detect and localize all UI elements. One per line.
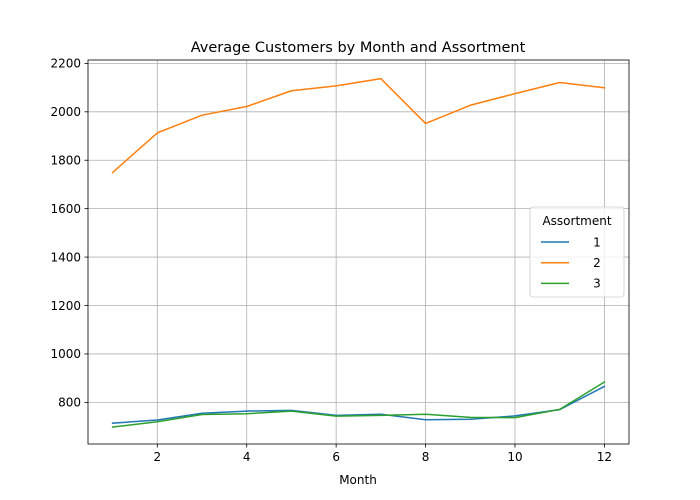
y-tick-label: 2000 <box>50 105 81 119</box>
y-tick-label: 800 <box>58 396 81 410</box>
legend-label-3: 3 <box>593 277 601 291</box>
x-tick-label: 8 <box>422 450 430 464</box>
y-tick-label: 1000 <box>50 347 81 361</box>
x-axis-label: Month <box>339 473 377 487</box>
x-tick-label: 4 <box>243 450 251 464</box>
x-tick-label: 12 <box>597 450 612 464</box>
x-tick-label: 2 <box>153 450 161 464</box>
legend-title: Assortment <box>542 214 611 228</box>
y-tick-label: 1800 <box>50 154 81 168</box>
chart-title: Average Customers by Month and Assortmen… <box>191 40 526 56</box>
series-line-1 <box>111 385 606 424</box>
series-lines <box>111 77 606 428</box>
x-tick-label: 10 <box>507 450 522 464</box>
legend: Assortment 1 2 3 <box>529 206 625 298</box>
series-line-2 <box>111 77 606 174</box>
legend-label-1: 1 <box>593 235 601 249</box>
legend-box <box>529 206 625 298</box>
plot-frame <box>87 59 630 445</box>
y-tick-label: 1600 <box>50 202 81 216</box>
y-tick-label: 1200 <box>50 299 81 313</box>
y-tick-label: 1400 <box>50 250 81 264</box>
x-tick-label: 6 <box>332 450 340 464</box>
series-line-3 <box>111 380 606 428</box>
y-tick-label: 2200 <box>50 57 81 71</box>
legend-label-2: 2 <box>593 256 601 270</box>
